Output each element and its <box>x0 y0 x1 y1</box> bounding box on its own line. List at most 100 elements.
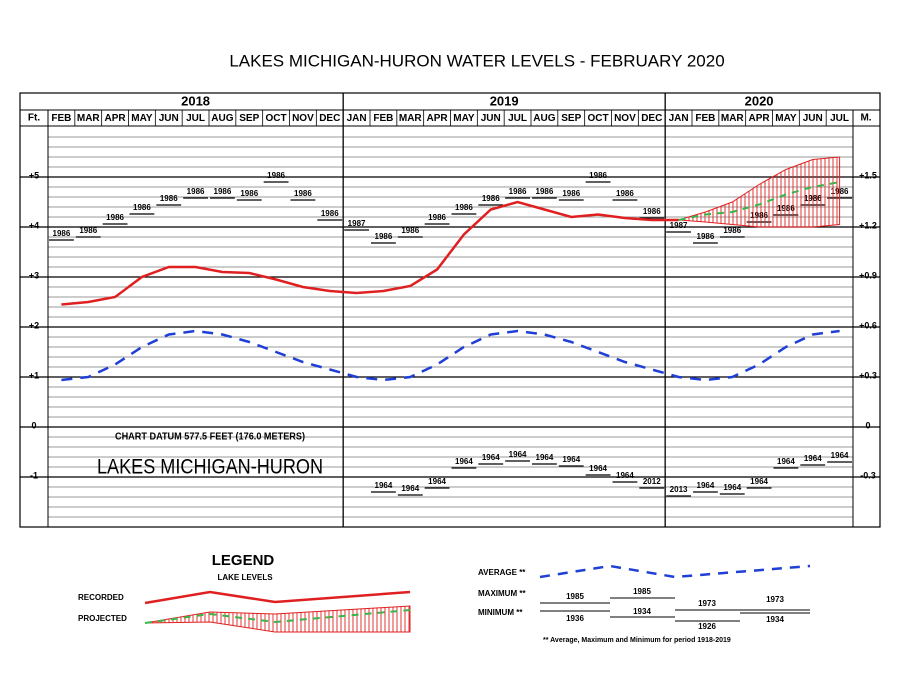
year-label-mark: 1987 <box>348 219 366 228</box>
year-label-mark: 1964 <box>375 481 393 490</box>
projected-line <box>678 181 840 221</box>
year-label-mark: 1986 <box>536 187 554 196</box>
x-tick-label: NOV <box>292 113 314 124</box>
x-tick-label: JUL <box>830 113 849 124</box>
y-tick-label: +1 <box>29 370 39 380</box>
year-label-mark: 1986 <box>133 203 151 212</box>
frame <box>19 92 881 528</box>
year-label-mark: 1964 <box>455 457 473 466</box>
year-label-mark: 1964 <box>589 464 607 473</box>
average-line <box>61 329 840 382</box>
x-tick-label: MAR <box>721 113 745 124</box>
year-label-mark: 1986 <box>697 232 715 241</box>
legend-projected <box>144 609 411 624</box>
x-tick-label: MAY <box>453 113 475 124</box>
year-label-mark: 1964 <box>536 453 554 462</box>
year-label-mark: 1986 <box>482 194 500 203</box>
legend-label: MINIMUM ** <box>478 608 523 617</box>
year-label-mark: 1986 <box>79 226 97 235</box>
legend-title: LEGEND <box>212 552 275 569</box>
year-label-mark: 1986 <box>240 189 258 198</box>
year-label-mark: 1964 <box>401 484 419 493</box>
year-label-mark: 1964 <box>750 477 768 486</box>
legend-max-year: 1985 <box>566 592 584 601</box>
year-label-mark: 1986 <box>187 187 205 196</box>
legend-label: RECORDED <box>78 593 124 602</box>
projected-range <box>678 156 841 228</box>
year-label-mark: 1964 <box>616 471 634 480</box>
y2-tick-label: +0.3 <box>859 370 877 380</box>
year-label-mark: 1987 <box>670 221 688 230</box>
y2-axis-label: M. <box>860 113 871 124</box>
x-tick-label: APR <box>749 113 771 124</box>
year-label-mark: 1986 <box>589 171 607 180</box>
year-label-mark: 1986 <box>428 213 446 222</box>
year-label-mark: 1986 <box>723 226 741 235</box>
legend-label: MAXIMUM ** <box>478 589 526 598</box>
x-tick-label: MAY <box>131 113 153 124</box>
x-tick-label: FEB <box>695 113 715 124</box>
legend-min-year: 1934 <box>766 615 784 624</box>
x-tick-label: FEB <box>51 113 71 124</box>
y2-tick-label: +1.2 <box>859 220 877 230</box>
x-tick-label: AUG <box>533 113 555 124</box>
year-label-mark: 1986 <box>321 209 339 218</box>
x-tick-label: JUN <box>159 113 179 124</box>
legend-label: PROJECTED <box>78 614 127 623</box>
year-label-mark: 2013 <box>670 485 688 494</box>
x-tick-label: MAY <box>775 113 797 124</box>
x-tick-label: AUG <box>211 113 233 124</box>
x-tick-label: FEB <box>373 113 393 124</box>
year-label-mark: 1964 <box>562 455 580 464</box>
chart-title: LAKES MICHIGAN-HURON WATER LEVELS - FEBR… <box>229 51 724 70</box>
y-tick-label: +5 <box>29 170 39 180</box>
year-label-mark: 1964 <box>804 454 822 463</box>
x-tick-label: SEP <box>239 113 259 124</box>
year-label-mark: 2012 <box>643 477 661 486</box>
year-label-mark: 1964 <box>482 453 500 462</box>
year-label-mark: 1986 <box>294 189 312 198</box>
x-tick-label: JAN <box>347 113 367 124</box>
legend-projected-range <box>144 605 411 633</box>
year-label-mark: 1986 <box>401 226 419 235</box>
y-tick-label: 0 <box>31 420 36 430</box>
legend-label: AVERAGE ** <box>478 568 526 577</box>
year-label-mark: 1964 <box>428 477 446 486</box>
legend-average <box>539 564 811 579</box>
year-label-mark: 1986 <box>455 203 473 212</box>
x-tick-label: MAR <box>77 113 101 124</box>
y-axis-label: Ft. <box>28 113 40 124</box>
year-label-mark: 1986 <box>616 189 634 198</box>
year-label-mark: 1964 <box>777 457 795 466</box>
x-tick-label: JUN <box>481 113 501 124</box>
y2-tick-label: 0 <box>865 420 870 430</box>
y2-tick-label: +0.6 <box>859 320 877 330</box>
year-label-mark: 1986 <box>214 187 232 196</box>
legend-max-year: 1985 <box>633 587 651 596</box>
legend-max-year: 1973 <box>766 595 784 604</box>
year-label-mark: 1986 <box>53 229 71 238</box>
y2-tick-label: -0.3 <box>860 470 876 480</box>
year-label-mark: 1986 <box>267 171 285 180</box>
y2-tick-label: +1.5 <box>859 170 877 180</box>
year-label-mark: 1964 <box>509 450 527 459</box>
legend-subtitle: LAKE LEVELS <box>217 573 273 582</box>
legend-min-year: 1936 <box>566 614 584 623</box>
year-label-mark: 1986 <box>375 232 393 241</box>
x-tick-label: NOV <box>614 113 636 124</box>
y2-tick-label: +0.9 <box>859 270 877 280</box>
year-label-mark: 1964 <box>831 451 849 460</box>
x-tick-label: JUN <box>803 113 823 124</box>
year-label: 2019 <box>490 93 519 108</box>
year-label-mark: 1986 <box>509 187 527 196</box>
y-tick-label: +3 <box>29 270 39 280</box>
x-tick-label: DEC <box>319 113 340 124</box>
year-label-mark: 1986 <box>643 207 661 216</box>
year-label: 2020 <box>745 93 774 108</box>
year-label: 2018 <box>181 93 210 108</box>
legend-min-year: 1926 <box>698 622 716 631</box>
x-tick-label: JAN <box>669 113 689 124</box>
x-tick-label: APR <box>427 113 449 124</box>
x-tick-label: SEP <box>561 113 581 124</box>
